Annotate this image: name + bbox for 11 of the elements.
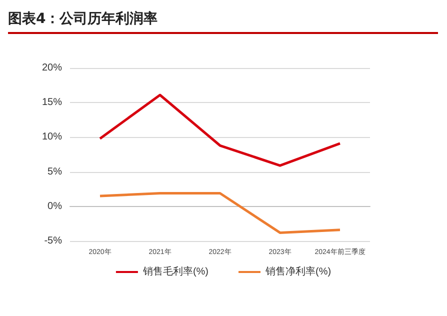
y-tick-label: -5% [44, 236, 62, 246]
y-tick-label: 0% [48, 200, 62, 212]
legend-label: 销售毛利率(%) [142, 266, 209, 278]
legend-label: 销售净利率(%) [264, 266, 332, 278]
y-tick-label: 10% [42, 132, 62, 143]
line-series [98, 192, 342, 234]
line-series [98, 94, 342, 167]
y-tick-label: 5% [48, 166, 62, 178]
y-tick-label: 15% [42, 97, 62, 108]
chart-title: 图表4：公司历年利润率 [8, 10, 438, 34]
y-tick-label: 20% [42, 62, 62, 74]
